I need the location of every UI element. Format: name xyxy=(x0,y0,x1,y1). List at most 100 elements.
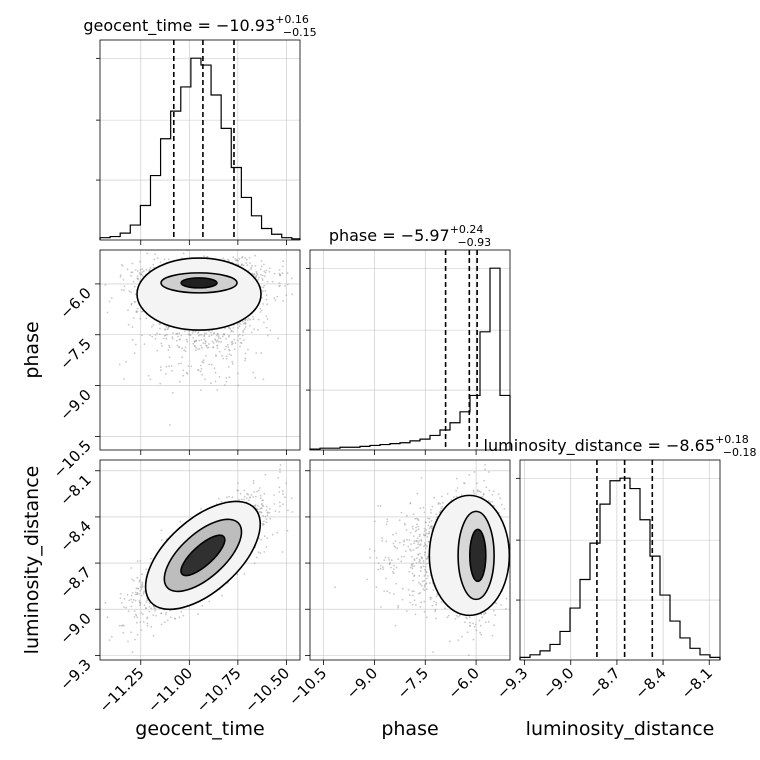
sample-point xyxy=(201,373,204,376)
sample-point xyxy=(159,261,162,264)
sample-point xyxy=(204,341,207,343)
sample-point xyxy=(262,286,265,289)
sample-point xyxy=(210,382,212,385)
sample-point xyxy=(281,551,284,553)
sample-point xyxy=(220,341,223,343)
sample-point xyxy=(238,325,241,328)
sample-point xyxy=(154,610,156,612)
sample-point xyxy=(238,499,240,501)
sample-point xyxy=(212,342,215,344)
sample-point xyxy=(187,333,190,336)
sample-point xyxy=(285,294,288,297)
sample-point xyxy=(150,607,153,610)
sample-point xyxy=(269,329,272,332)
sample-point xyxy=(208,335,211,338)
sample-point xyxy=(236,259,239,262)
sample-point xyxy=(195,339,198,342)
sample-point xyxy=(265,509,268,512)
sample-point xyxy=(258,487,261,489)
sample-point xyxy=(255,352,258,354)
sample-point xyxy=(139,268,142,271)
sample-point xyxy=(225,338,227,340)
sample-point xyxy=(147,374,150,377)
sample-point xyxy=(277,337,280,340)
sample-point xyxy=(153,258,156,261)
sample-point xyxy=(143,604,146,606)
sample-point xyxy=(242,331,245,333)
hist-ticks xyxy=(96,57,100,181)
sample-point xyxy=(253,491,256,493)
sample-point xyxy=(241,263,243,266)
sample-point xyxy=(159,382,162,385)
histogram-phase xyxy=(309,267,511,450)
sample-point xyxy=(254,376,257,379)
sample-point xyxy=(278,511,281,513)
sample-point xyxy=(200,339,203,341)
sample-point xyxy=(244,352,247,355)
sample-point xyxy=(254,265,257,267)
sample-point xyxy=(191,332,194,334)
sample-point xyxy=(392,542,395,545)
sample-point xyxy=(263,263,265,266)
sample-point xyxy=(178,332,181,335)
sample-point xyxy=(142,591,145,594)
sample-point xyxy=(250,331,253,334)
sample-point xyxy=(184,346,187,349)
sample-point xyxy=(134,285,136,288)
sample-point xyxy=(122,279,125,281)
sample-point xyxy=(141,268,144,270)
sample-point xyxy=(180,362,183,365)
density-phase-geocent-time xyxy=(136,257,262,331)
sample-point xyxy=(182,614,185,617)
sample-point xyxy=(199,370,202,373)
sample-point xyxy=(127,610,130,613)
sample-point xyxy=(278,491,281,493)
sample-point xyxy=(168,356,171,359)
sample-point xyxy=(262,378,265,381)
sample-point xyxy=(138,581,141,583)
sample-point xyxy=(273,494,276,496)
sample-point xyxy=(206,344,208,347)
sample-point xyxy=(261,274,264,277)
sample-point xyxy=(218,340,220,343)
sample-point xyxy=(138,599,141,602)
sample-point xyxy=(259,268,262,271)
sample-point xyxy=(286,272,289,275)
sample-point xyxy=(250,494,253,496)
sample-point xyxy=(130,274,133,277)
sample-point xyxy=(141,275,144,277)
sample-point xyxy=(145,268,148,271)
sample-point xyxy=(408,539,411,541)
sample-point xyxy=(184,350,187,353)
sample-point xyxy=(203,335,206,338)
sample-point xyxy=(256,556,258,559)
sample-point xyxy=(176,344,179,347)
sample-point xyxy=(262,303,265,305)
sample-point xyxy=(140,310,143,313)
sample-point xyxy=(259,497,262,500)
sample-point xyxy=(140,273,143,275)
sample-point xyxy=(119,593,122,595)
sample-point xyxy=(123,598,126,600)
sample-point xyxy=(165,337,168,340)
sample-point xyxy=(120,602,123,604)
sample-point xyxy=(216,344,219,347)
sample-point xyxy=(198,339,201,342)
sample-point xyxy=(263,523,265,526)
sample-point xyxy=(267,511,269,514)
sample-point xyxy=(178,346,181,348)
sample-point xyxy=(241,334,244,337)
sample-point xyxy=(266,280,269,283)
sample-point xyxy=(257,278,260,281)
sample-point xyxy=(169,616,172,619)
sample-point xyxy=(236,372,239,375)
sample-point xyxy=(282,493,284,496)
sample-point xyxy=(281,490,284,493)
sample-point xyxy=(271,533,274,536)
sample-point xyxy=(234,342,237,344)
sample-point xyxy=(264,515,267,518)
sample-point xyxy=(200,508,202,510)
sample-point xyxy=(257,551,260,554)
sample-point xyxy=(205,355,207,357)
sample-point xyxy=(145,601,148,603)
